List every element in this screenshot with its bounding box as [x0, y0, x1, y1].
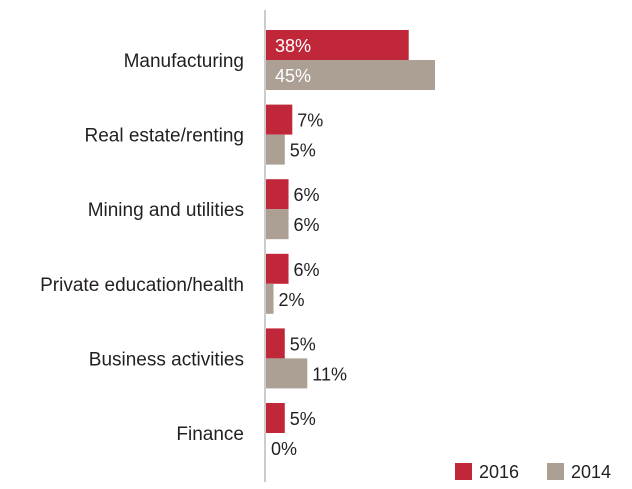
- bar-2014: [266, 283, 274, 314]
- bar-2014: [266, 60, 435, 90]
- value-label: 0%: [271, 439, 297, 459]
- category-label: Business activities: [89, 349, 244, 370]
- value-label: 5%: [290, 334, 316, 354]
- bar-2014: [266, 358, 308, 389]
- category-label: Finance: [176, 424, 244, 445]
- value-label: 2%: [279, 290, 305, 310]
- category-label: Private education/health: [40, 275, 244, 296]
- bar-2014: [266, 209, 289, 240]
- category-label: Real estate/renting: [85, 126, 245, 147]
- category-label: Mining and utilities: [88, 200, 244, 221]
- legend-swatch-2014: [547, 463, 564, 480]
- legend-label: 2016: [479, 462, 519, 482]
- bar-2014: [266, 134, 285, 165]
- category-label: Manufacturing: [124, 51, 244, 72]
- value-label: 6%: [294, 215, 320, 235]
- value-label: 11%: [312, 364, 347, 384]
- value-label: 45%: [275, 66, 311, 86]
- value-label: 6%: [294, 260, 320, 280]
- value-label: 6%: [294, 185, 320, 205]
- legend-swatch-2016: [455, 463, 472, 480]
- legend-label: 2014: [571, 462, 611, 482]
- value-label: 7%: [297, 111, 323, 131]
- bar-2016: [266, 179, 289, 210]
- value-label: 38%: [275, 36, 311, 56]
- value-label: 5%: [290, 141, 316, 161]
- bar-2016: [266, 328, 285, 359]
- bar-2016: [266, 403, 285, 433]
- bar-2016: [266, 104, 293, 135]
- bar-2016: [266, 30, 409, 60]
- bar-2016: [266, 253, 289, 284]
- value-label: 5%: [290, 409, 316, 429]
